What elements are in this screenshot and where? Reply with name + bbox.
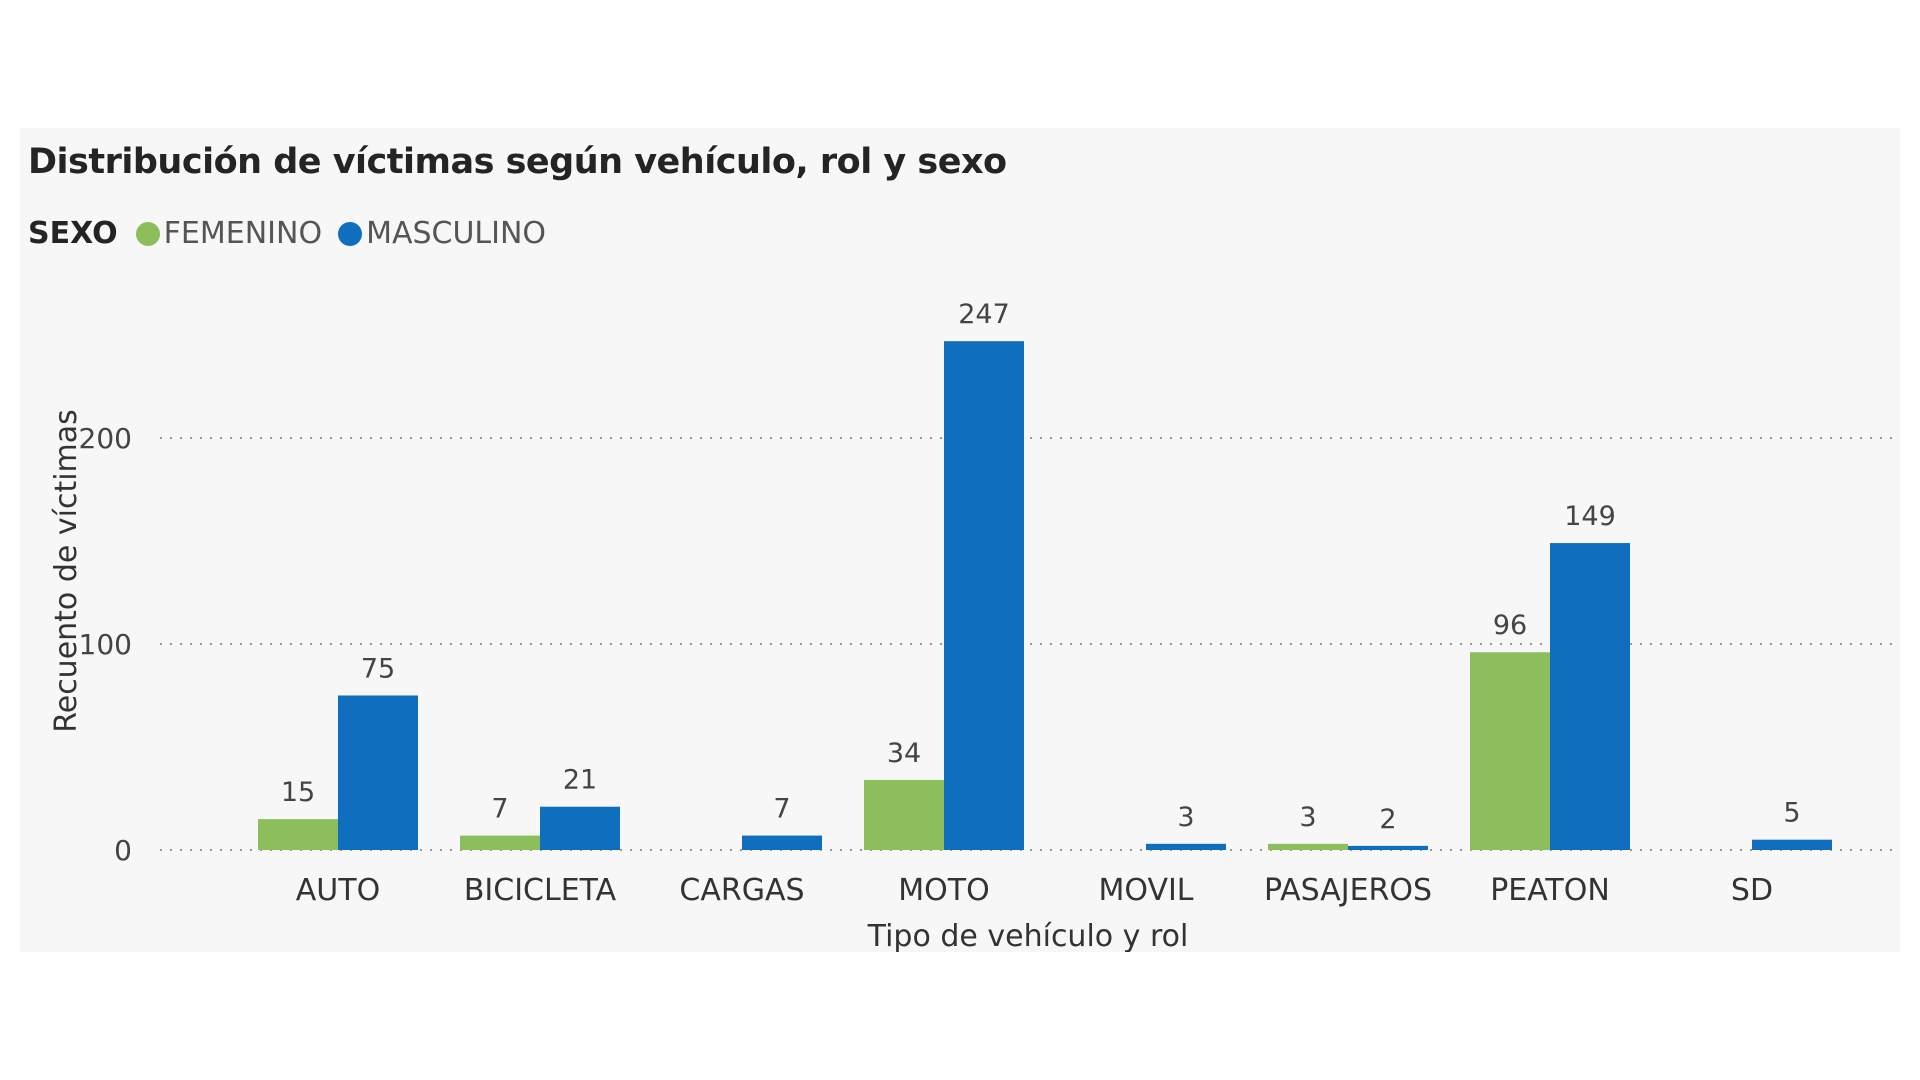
data-label-masculino-peaton: 149	[1564, 501, 1616, 532]
bar-masculino-peaton[interactable]	[1550, 543, 1630, 850]
y-tick-label: 0	[114, 834, 132, 867]
bar-masculino-moto[interactable]	[944, 341, 1024, 850]
bar-masculino-auto[interactable]	[338, 695, 418, 851]
data-label-femenino-bicicleta: 7	[491, 794, 508, 825]
chart-title: Distribución de víctimas según vehículo,…	[28, 142, 1007, 182]
y-axis-title: Recuento de víctimas	[49, 409, 84, 733]
axes: Tipo de vehículo y rol Recuento de vícti…	[49, 409, 1773, 952]
data-label-masculino-pasajeros: 2	[1379, 804, 1396, 835]
bar-femenino-peaton[interactable]	[1470, 652, 1550, 850]
data-label-femenino-peaton: 96	[1493, 610, 1527, 641]
x-tick-label-peaton: PEATON	[1490, 873, 1610, 908]
data-label-masculino-sd: 5	[1783, 798, 1800, 829]
data-label-femenino-moto: 34	[887, 738, 921, 769]
bar-masculino-movil[interactable]	[1146, 843, 1226, 850]
legend: SEXO FEMENINO MASCULINO	[28, 216, 562, 251]
data-label-masculino-cargas: 7	[773, 794, 790, 825]
x-tick-label-cargas: CARGAS	[679, 873, 804, 908]
x-tick-label-moto: MOTO	[898, 873, 989, 908]
bar-femenino-bicicleta[interactable]	[460, 835, 540, 850]
legend-item-masculino[interactable]: MASCULINO	[338, 216, 546, 251]
y-tick-label: 100	[79, 628, 132, 661]
bar-masculino-cargas[interactable]	[742, 835, 822, 850]
legend-title: SEXO	[28, 216, 118, 251]
gridlines	[160, 437, 1892, 851]
data-label-femenino-pasajeros: 3	[1299, 802, 1316, 833]
data-label-masculino-auto: 75	[361, 654, 395, 685]
x-tick-label-auto: AUTO	[296, 873, 380, 908]
bar-femenino-auto[interactable]	[258, 819, 338, 850]
bar-masculino-sd[interactable]	[1752, 839, 1832, 850]
chart-panel: Distribución de víctimas según vehículo,…	[20, 128, 1900, 952]
data-labels: 15 75 7 21 7 34 247 3 3 2 96 149 5	[281, 299, 1801, 835]
bar-femenino-pasajeros[interactable]	[1268, 843, 1348, 850]
x-tick-label-movil: MOVIL	[1098, 873, 1193, 908]
bar-masculino-pasajeros[interactable]	[1348, 845, 1428, 850]
data-label-masculino-bicicleta: 21	[563, 765, 597, 796]
legend-label-masculino: MASCULINO	[366, 216, 547, 251]
data-label-masculino-moto: 247	[958, 299, 1010, 330]
bar-femenino-moto[interactable]	[864, 779, 944, 850]
bar-masculino-bicicleta[interactable]	[540, 806, 620, 850]
y-tick-label: 200	[79, 422, 132, 455]
x-tick-label-bicicleta: BICICLETA	[464, 873, 617, 908]
x-axis-title: Tipo de vehículo y rol	[867, 919, 1189, 952]
bar-chart: 15 75 7 21 7 34 247 3 3 2 96 149 5 Tipo de vehículo …	[49, 299, 1892, 952]
data-label-masculino-movil: 3	[1177, 802, 1194, 833]
data-label-femenino-auto: 15	[281, 777, 315, 808]
legend-label-femenino: FEMENINO	[163, 216, 323, 251]
legend-item-femenino[interactable]: FEMENINO	[135, 216, 323, 251]
x-tick-label-pasajeros: PASAJEROS	[1264, 873, 1432, 908]
legend-dot-femenino	[135, 221, 160, 246]
x-tick-label-sd: SD	[1731, 873, 1773, 908]
bars	[258, 341, 1832, 850]
legend-dot-masculino	[338, 221, 363, 246]
